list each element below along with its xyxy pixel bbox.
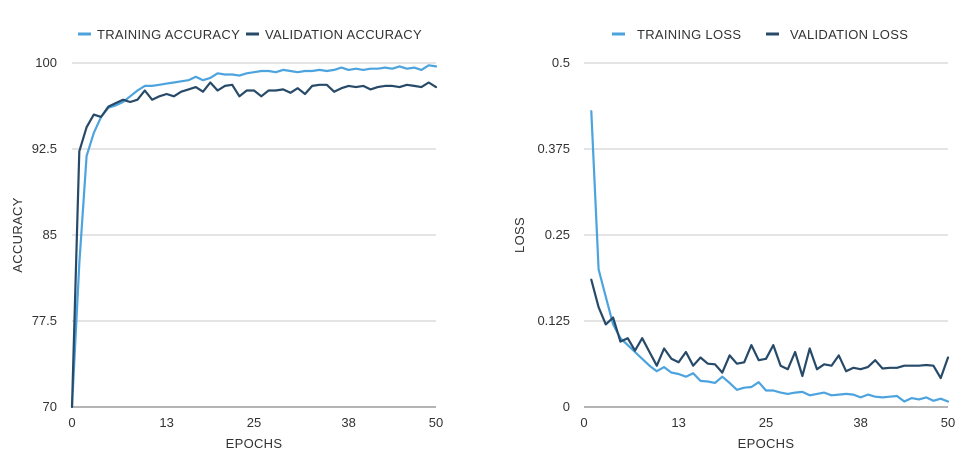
y-tick-label: 100 — [35, 55, 57, 70]
x-axis-label: EPOCHS — [738, 436, 795, 451]
y-tick-label: 0 — [563, 399, 570, 414]
series-line-training-loss — [590, 110, 950, 403]
y-tick-label: 0.375 — [537, 141, 570, 156]
x-tick-label: 50 — [941, 415, 955, 430]
legend-label: VALIDATION LOSS — [790, 27, 908, 42]
y-tick-label: 0.25 — [545, 227, 570, 242]
x-tick-label: 38 — [853, 415, 867, 430]
x-tick-label: 38 — [341, 415, 355, 430]
legend-label: TRAINING LOSS — [637, 27, 741, 42]
y-axis-label: ACCURACY — [10, 197, 25, 272]
x-tick-label: 13 — [671, 415, 685, 430]
series-line-validation-accuracy — [70, 81, 438, 409]
x-tick-label: 50 — [429, 415, 443, 430]
accuracy-chart: 100 92.5 85 77.5 70 0 13 25 38 50 EPOCHS ACCURACY TR… — [10, 27, 443, 451]
legend-label: VALIDATION ACCURACY — [265, 27, 422, 42]
loss-chart: 0.5 0.375 0.25 0.125 00 13 25 38 50 EPOCHS LOSS TRA… — [512, 27, 955, 451]
y-tick-label: 85 — [43, 227, 57, 242]
x-tick-label: 0 — [68, 415, 75, 430]
series-line-validation-loss — [590, 278, 950, 380]
y-axis-label: LOSS — [512, 217, 527, 253]
legend-label: TRAINING ACCURACY — [97, 27, 240, 42]
series-line-training-accuracy — [70, 64, 438, 409]
y-tick-label: 0.5 — [552, 55, 570, 70]
y-tick-label: 77.5 — [32, 313, 57, 328]
x-tick-label: 0 — [580, 415, 587, 430]
x-tick-label: 25 — [759, 415, 773, 430]
x-axis-label: EPOCHS — [226, 436, 283, 451]
y-tick-label: 92.5 — [32, 141, 57, 156]
y-tick-label: 70 — [43, 399, 57, 414]
y-tick-label: 0.125 — [537, 313, 570, 328]
x-tick-label: 13 — [159, 415, 173, 430]
x-tick-label: 25 — [247, 415, 261, 430]
